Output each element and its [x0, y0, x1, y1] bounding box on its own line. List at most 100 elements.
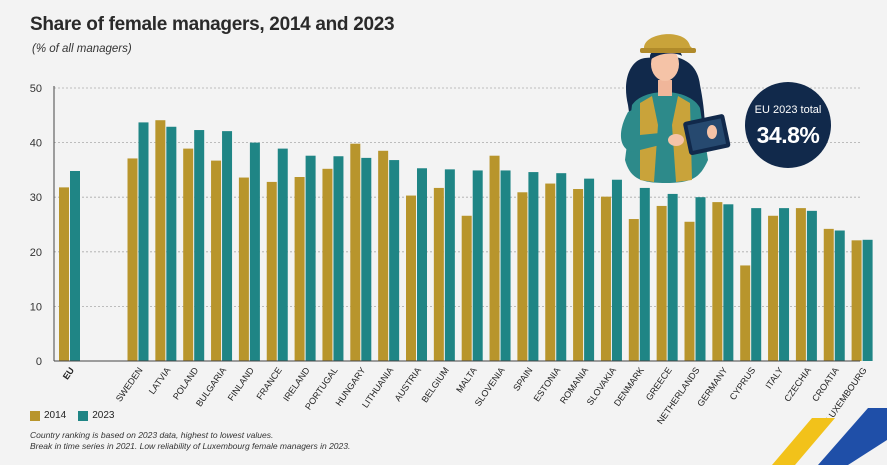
worker-illustration: [620, 34, 731, 183]
bar-2014-greece: [656, 205, 667, 361]
bar-2014-finland: [238, 177, 249, 361]
badge-value: 34.8%: [756, 122, 820, 148]
bar-2023-croatia: [834, 230, 845, 361]
badge-label: EU 2023 total: [754, 104, 822, 116]
bar-2023-italy: [779, 208, 790, 361]
bar-2014-slovakia: [600, 196, 611, 361]
y-tick-label-30: 30: [30, 192, 42, 204]
footnote-ranking: Country ranking is based on 2023 data, h…: [30, 430, 274, 440]
y-tick-label-10: 10: [30, 301, 42, 313]
bar-2014-france: [266, 181, 277, 361]
bar-2014-bulgaria: [211, 160, 222, 361]
bar-2023-greece: [667, 193, 678, 361]
bar-2014-poland: [183, 148, 194, 361]
bar-2014-portugal: [322, 168, 333, 361]
chart-subtitle: (% of all managers): [32, 43, 132, 55]
bar-2014-latvia: [155, 120, 166, 362]
bars: [59, 120, 873, 362]
bar-2023-ireland: [305, 155, 316, 361]
x-tick-label-estonia: ESTONIA: [532, 365, 563, 403]
legend-item-2014: 2014: [30, 410, 66, 421]
bar-2023-luxembourg: [862, 239, 873, 361]
legend-swatch-2023: [78, 410, 89, 421]
bar-2023-poland: [194, 130, 205, 361]
x-tick-label-czechia: CZECHIA: [782, 365, 813, 403]
x-tick-label-belgium: BELGIUM: [420, 365, 451, 404]
y-tick-label-0: 0: [36, 356, 42, 368]
x-tick-label-poland: POLAND: [171, 365, 201, 401]
x-tick-label-spain: SPAIN: [511, 365, 534, 392]
x-tick-label-finland: FINLAND: [226, 365, 257, 403]
bar-2023-slovakia: [611, 179, 622, 361]
y-tick-label-50: 50: [30, 83, 42, 95]
eu-total-badge: EU 2023 total 34.8%: [745, 82, 831, 168]
x-axis-labels: EU SWEDEN LATVIAPOLANDBULGARIAFINLANDFRANC…: [61, 365, 869, 426]
legend-label-2014: 2014: [44, 410, 67, 421]
bar-2023-france: [277, 148, 288, 361]
bar-2023-estonia: [556, 173, 567, 361]
x-tick-label-austria: AUSTRIA: [393, 365, 424, 403]
y-tick-label-20: 20: [30, 247, 42, 259]
bar-2014-hungary: [350, 143, 361, 361]
bar-2023-malta: [472, 170, 483, 361]
footnote-break: Break in time series in 2021. Low reliab…: [30, 441, 351, 451]
bar-2014-luxembourg: [851, 240, 862, 361]
x-tick-label-italy: ITALY: [763, 365, 785, 390]
bar-2023-portugal: [333, 156, 344, 361]
y-tick-label-40: 40: [30, 138, 42, 150]
legend-label-2023: 2023: [92, 410, 115, 421]
bar-2023-spain: [528, 172, 539, 361]
x-tick-label-cyprus: CYPRUS: [728, 365, 758, 401]
bar-2023-germany: [723, 204, 734, 361]
bar-2014-eu: [59, 187, 69, 361]
logo-mark: [772, 408, 887, 465]
bar-2014-croatia: [823, 228, 834, 361]
bar-2014-estonia: [545, 183, 556, 361]
x-tick-label-latvia: LATVIA: [147, 365, 173, 396]
bar-2023-latvia: [166, 126, 177, 362]
bar-2014-denmark: [628, 219, 639, 361]
bar-2014-malta: [461, 215, 472, 361]
x-tick-label-eu: EU: [61, 365, 76, 381]
bar-2023-lithuania: [389, 160, 400, 361]
bar-2023-netherlands: [695, 197, 706, 361]
bar-2014-belgium: [433, 187, 444, 361]
bar-2023-romania: [584, 178, 595, 361]
legend-item-2023: 2023: [78, 410, 115, 421]
bar-2023-belgium: [444, 169, 455, 361]
bar-2023-sweden: [138, 122, 149, 361]
bar-2023-hungary: [361, 157, 372, 361]
bar-2023-bulgaria: [222, 131, 233, 361]
bar-2023-finland: [249, 142, 260, 361]
bar-2014-netherlands: [684, 221, 695, 361]
bar-2023-slovenia: [500, 170, 511, 361]
x-tick-label-malta: MALTA: [454, 365, 479, 394]
legend: 2014 2023: [30, 410, 127, 421]
legend-swatch-2014: [30, 410, 40, 421]
bar-2023-eu: [70, 170, 80, 361]
bar-2014-slovenia: [489, 155, 500, 361]
bar-2023-austria: [417, 168, 427, 361]
bar-2014-romania: [573, 189, 584, 361]
chart-title: Share of female managers, 2014 and 2023: [30, 14, 395, 35]
bar-2014-lithuania: [378, 150, 389, 361]
x-tick-label-france: FRANCE: [254, 365, 283, 401]
x-tick-label-ireland: IRELAND: [281, 365, 312, 403]
bar-2023-czechia: [806, 210, 817, 361]
bar-2023-cyprus: [751, 208, 762, 361]
bar-2014-austria: [406, 195, 416, 361]
bar-2014-germany: [712, 202, 723, 361]
bar-2014-czechia: [795, 208, 806, 361]
y-axis: 0 10 20 30 40 50: [30, 83, 860, 368]
x-tick-label-sweden: SWEDEN: [114, 365, 145, 403]
bar-2014-sweden: [127, 158, 138, 361]
x-tick-label-greece: GREECE: [644, 365, 674, 402]
bar-2014-spain: [517, 192, 528, 361]
bar-2014-ireland: [294, 176, 305, 361]
bar-2014-italy: [768, 215, 779, 361]
bar-2014-cyprus: [740, 265, 751, 361]
bar-2023-denmark: [639, 187, 650, 361]
x-tick-label-croatia: CROATIA: [810, 365, 841, 403]
